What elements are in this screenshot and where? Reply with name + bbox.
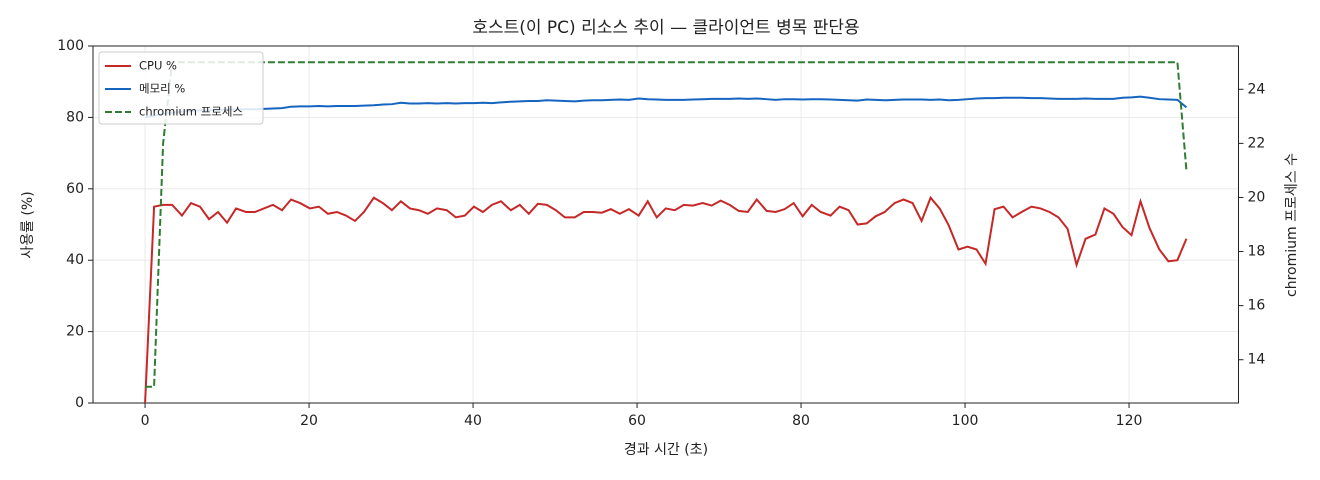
x-tick-label: 80	[792, 413, 810, 429]
y2-tick-label: 24	[1248, 81, 1266, 97]
x-tick-label: 100	[952, 413, 979, 429]
y2-tick-label: 14	[1248, 352, 1266, 368]
y-tick-label: 40	[66, 252, 84, 268]
series-line	[144, 95, 1188, 119]
plot-frame	[92, 45, 1239, 404]
series-line	[144, 195, 1188, 404]
x-tick-label: 40	[464, 413, 482, 429]
legend-label: chromium 프로세스	[139, 105, 243, 119]
legend-label: CPU %	[139, 59, 177, 73]
x-axis-label: 경과 시간 (초)	[624, 442, 708, 458]
x-tick-label: 20	[300, 413, 318, 429]
y2-tick-label: 22	[1248, 135, 1266, 151]
y-axis-label: 사용률 (%)	[20, 191, 36, 258]
chart-title: 호스트(이 PC) 리소스 추이 — 클라이언트 병목 판단용	[472, 18, 859, 38]
x-tick-label: 120	[1116, 413, 1143, 429]
legend-label: 메모리 %	[139, 82, 185, 96]
legend-box	[98, 51, 264, 125]
y-tick-label: 0	[75, 395, 84, 411]
x-tick-label: 60	[628, 413, 646, 429]
y2-tick-label: 18	[1248, 244, 1266, 260]
y2-tick-label: 20	[1248, 189, 1266, 205]
y-tick-label: 60	[66, 181, 84, 197]
y-tick-label: 20	[66, 324, 84, 340]
y2-axis-label: chromium 프로세스 수	[1284, 153, 1300, 297]
y2-tick-label: 16	[1248, 298, 1266, 314]
legend: CPU % 메모리 % chromium 프로세스	[98, 51, 264, 125]
y-tick-label: 80	[66, 109, 84, 125]
x-tick-label: 0	[141, 413, 150, 429]
series-line	[145, 61, 1188, 388]
y-tick-label: 100	[57, 38, 84, 54]
